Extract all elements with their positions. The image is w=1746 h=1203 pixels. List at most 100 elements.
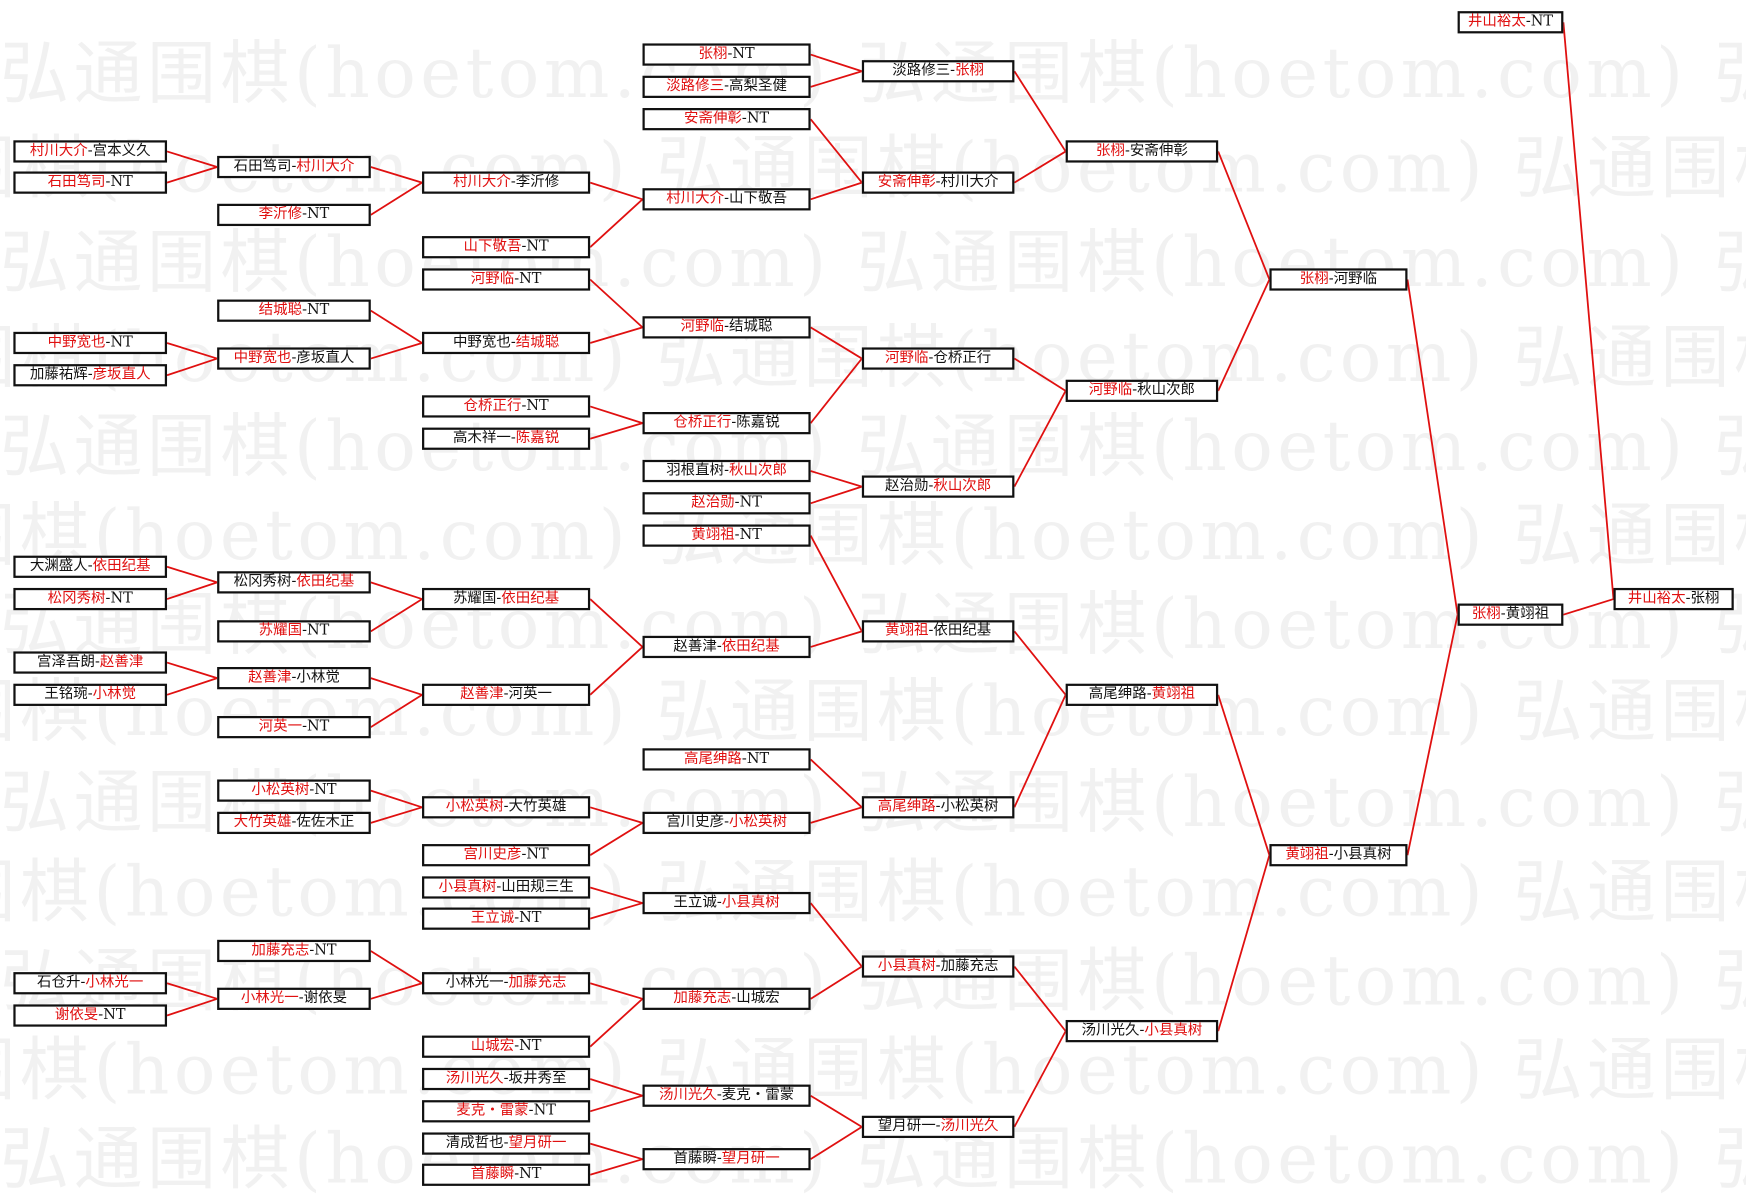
winner-name: 村川大介 (296, 158, 355, 175)
winner-name: 河英一 (258, 718, 303, 735)
winner-name: 张栩 (698, 45, 728, 63)
connector-line (810, 965, 863, 1000)
player-name: 王铭琬 (44, 685, 88, 703)
watermark-text: 弘通围棋(hoetom.com) 弘通围棋(hoetom.com) 弘通围棋(h… (0, 221, 1746, 303)
winner-name: 秋山次郎 (729, 462, 787, 479)
separator: - (528, 1102, 534, 1120)
player-name: 羽根直树 (666, 462, 725, 479)
separator: - (302, 622, 307, 640)
winner-name: 张栩 (1096, 142, 1125, 160)
separator: - (298, 989, 304, 1007)
connector-line (589, 1094, 643, 1113)
player-name: 高尾绅路 (1088, 685, 1147, 703)
separator: - (510, 429, 516, 447)
separator: - (514, 1037, 520, 1055)
connector-line (589, 405, 643, 424)
winner-name: 彦坂直人 (92, 366, 151, 384)
player-name: 首藤瞬 (673, 1150, 717, 1167)
connector-line (370, 342, 423, 360)
player-name: 坂井秀至 (508, 1070, 567, 1087)
connector-line (810, 70, 863, 88)
match-box: 赵治勋-秋山次郎 (861, 475, 1015, 498)
winner-name: 松冈秀树 (47, 590, 106, 607)
connector-line (370, 694, 423, 728)
connector-line (166, 150, 218, 168)
match-box: 山下敬吾-NT (422, 236, 591, 259)
connector-line (166, 166, 218, 184)
connector-line (1217, 279, 1271, 392)
winner-name: 仓桥正行 (673, 414, 732, 431)
connector-line (370, 166, 423, 184)
connector-line (166, 357, 218, 377)
connector-line (370, 982, 423, 1000)
match-box: 松冈秀树-NT (13, 587, 168, 611)
separator: - (734, 526, 740, 544)
separator: - (724, 318, 730, 336)
player-name: NT (526, 846, 549, 863)
match-box: 羽根直树-秋山次郎 (642, 459, 811, 483)
winner-name: 石田笃司 (47, 173, 106, 191)
winner-name: 张栩 (955, 62, 985, 80)
separator: - (724, 77, 730, 95)
separator: - (503, 1070, 509, 1087)
match-box: 赵善津-小林觉 (217, 666, 371, 690)
separator: - (950, 62, 956, 80)
player-name: 安斋伸彰 (1129, 142, 1188, 160)
connector-line (810, 53, 863, 73)
separator: - (928, 477, 934, 495)
match-box: 王立诚-小县真树 (642, 891, 811, 915)
connector-line (1217, 151, 1271, 280)
connector-line (810, 806, 863, 824)
player-name: 仓桥正行 (933, 349, 992, 367)
player-name: 王立诚 (673, 894, 717, 911)
winner-name: 黄翊祖 (1285, 846, 1329, 863)
player-name: 结城聪 (729, 318, 773, 336)
separator: - (510, 334, 516, 351)
connector-line (810, 326, 863, 360)
connector-line (589, 326, 643, 344)
match-box: 淡路修三-张栩 (861, 60, 1015, 83)
player-name: 麦克・雷蒙 (721, 1086, 795, 1104)
connector-line (589, 278, 644, 329)
match-box: 赵善津-依田纪基 (642, 635, 811, 659)
separator: - (291, 813, 297, 831)
connector-line (589, 181, 643, 201)
match-box: 石田笃司-村川大介 (217, 155, 371, 179)
separator: - (510, 173, 516, 191)
match-box: 小林光一-谢依旻 (217, 987, 371, 1010)
separator: - (302, 206, 307, 223)
match-box: 宫泽吾朗-赵善津 (13, 651, 168, 674)
connector-line (1013, 390, 1067, 488)
separator: - (1124, 142, 1130, 160)
match-box: 赵治勋-NT (642, 492, 811, 515)
winner-name: 仓桥正行 (463, 397, 522, 415)
match-box: 赵善津-河英一 (422, 683, 591, 706)
match-box: 王立诚-NT (422, 907, 591, 930)
connector-line (810, 1126, 863, 1160)
match-box: 仓桥正行-NT (422, 395, 591, 418)
match-box: 河英一-NT (217, 715, 371, 739)
match-box: 张栩-安斋伸彰 (1065, 140, 1219, 163)
player-name: NT (533, 1102, 556, 1120)
match-box: 高尾绅路-NT (642, 748, 811, 771)
separator: - (98, 1006, 104, 1024)
match-box: 汤川光久-小县真树 (1065, 1019, 1219, 1043)
connector-line (166, 661, 218, 679)
winner-name: 依田纪基 (721, 638, 780, 655)
match-box: 村川大介-山下敬吾 (642, 188, 811, 211)
connector-line (810, 470, 863, 488)
separator: - (87, 142, 93, 160)
winner-name: 加藤充志 (508, 974, 567, 992)
match-box: 清成哲也-望月研一 (422, 1132, 591, 1155)
separator: - (521, 846, 527, 863)
match-box: 小县真树-山田规三生 (422, 876, 591, 899)
winner-name: 小林觉 (92, 685, 137, 703)
separator: - (935, 173, 941, 191)
winner-name: 河野临 (680, 318, 725, 336)
player-name: 松冈秀树 (233, 573, 292, 591)
winner-name: 陈嘉锐 (515, 429, 560, 447)
separator: - (734, 494, 740, 512)
winner-name: 河野临 (470, 270, 515, 288)
player-name: 淡路修三 (892, 62, 951, 80)
